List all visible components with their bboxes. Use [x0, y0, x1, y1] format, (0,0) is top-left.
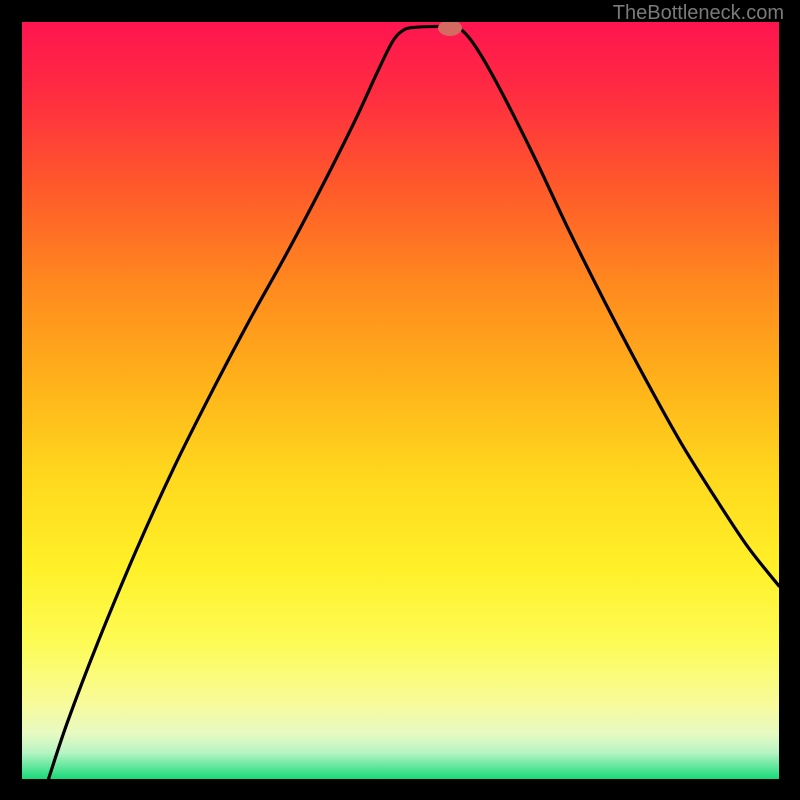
bottleneck-curve — [22, 22, 779, 779]
chart-plot-area — [22, 22, 779, 779]
watermark-text: TheBottleneck.com — [613, 2, 784, 25]
